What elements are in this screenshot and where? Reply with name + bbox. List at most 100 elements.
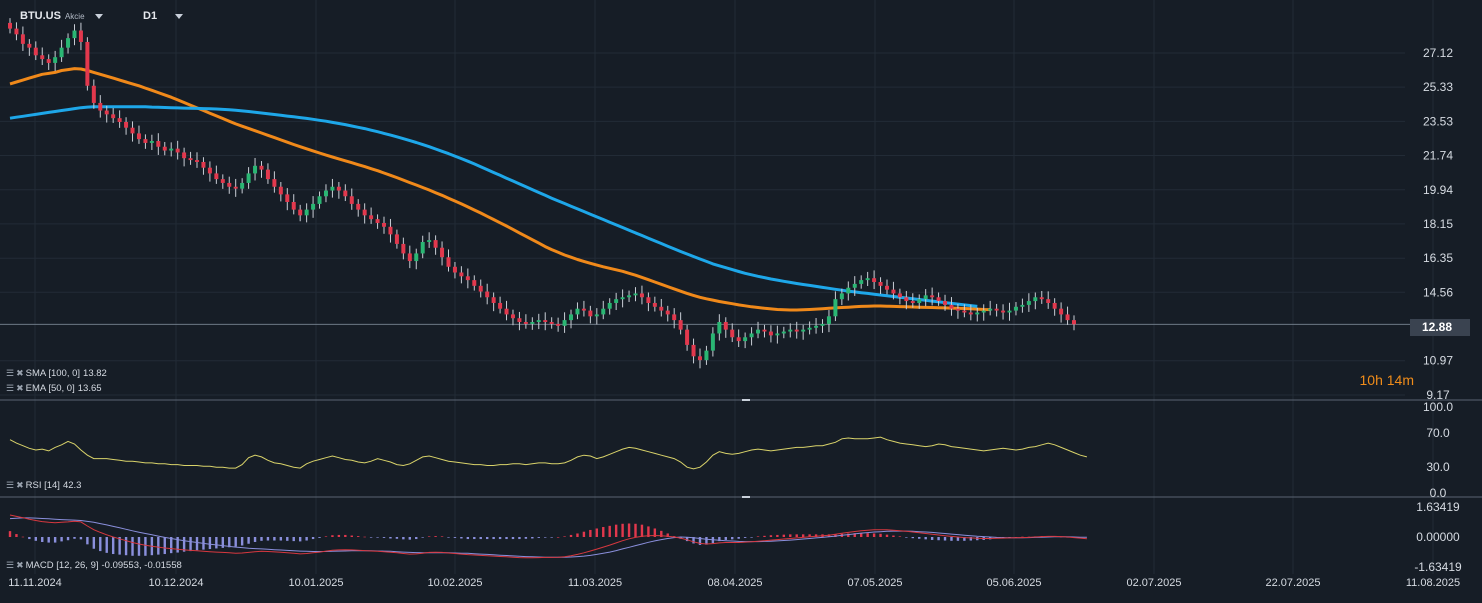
macd-histogram-bar [473,537,476,540]
candle [510,309,515,326]
symbol-selector[interactable]: BTU.US Akcie [20,10,103,22]
macd-histogram-bar [131,537,134,556]
macd-histogram-bar [595,528,599,537]
close-icon[interactable]: ✖ [16,383,23,393]
candle [575,302,580,320]
rsi-legend: ☰ ✖ RSI [14] 42.3 [6,480,81,491]
candle-body [646,297,651,303]
candle [330,178,335,198]
settings-icon[interactable]: ☰ [6,383,14,393]
macd-histogram-bar [576,533,579,537]
candle [962,304,967,318]
candle-body [362,209,367,216]
candle [298,204,303,222]
macd-histogram-bar [911,537,914,539]
macd-histogram-bar [898,536,902,538]
candle-body [736,337,741,342]
candle [917,294,922,309]
macd-histogram-bar [814,534,818,537]
close-icon[interactable]: ✖ [16,480,23,490]
candle [594,308,599,325]
settings-icon[interactable]: ☰ [6,480,14,490]
close-icon[interactable]: ✖ [16,368,23,378]
macd-histogram-bar [99,537,102,552]
macd-histogram-bar [776,534,779,537]
candle-body [717,322,722,334]
candle-body [1039,297,1044,300]
x-tick-label: 10.12.2024 [148,577,203,589]
candle-body [478,285,483,292]
macd-histogram-bar [634,523,637,537]
candle-body [910,301,915,303]
candle-body [175,148,180,153]
macd-histogram-bar [589,529,592,537]
macd-histogram-bar [402,537,405,540]
candle-body [846,287,851,294]
candle-body [311,203,316,210]
candle [685,324,690,351]
macd-histogram-bar [286,537,289,541]
candle-body [1001,310,1006,313]
macd-histogram-bar [621,523,624,537]
candle-body [891,289,896,294]
candle-body [66,38,71,48]
y-tick-label: 18.15 [1423,217,1453,231]
candle [40,47,45,66]
macd-histogram-bar [124,537,128,556]
macd-histogram-bar [698,537,702,545]
macd-histogram-bar [415,537,418,540]
candle [517,311,522,331]
macd-histogram-bar [479,537,482,540]
settings-icon[interactable]: ☰ [6,560,14,570]
candle-body [240,182,245,189]
candle [717,314,722,341]
macd-histogram-bar [344,534,347,537]
candle [291,194,296,215]
settings-icon[interactable]: ☰ [6,368,14,378]
macd-histogram-bar [350,535,353,537]
candle [530,317,535,330]
macd-histogram-bar [298,537,302,542]
candle [981,304,986,321]
candle-body [356,203,361,210]
candle [375,214,380,229]
candle-body [20,34,25,44]
macd-histogram-bar [28,537,31,540]
candle-body [807,327,812,330]
macd-histogram-bar [943,537,947,541]
candle-body [407,253,412,262]
candle-body [414,253,419,262]
candle [285,188,290,211]
macd-histogram-bar [408,537,412,540]
candle-body [814,325,819,328]
timeframe-selector[interactable]: D1 [143,10,184,22]
candle-body [607,302,612,309]
candle-body [955,308,960,311]
candle-body [510,314,515,319]
symbol-name: BTU.US [20,10,61,22]
macd-tick-label: 1.63419 [1416,500,1460,514]
candle-body [330,186,335,191]
y-tick-label: 16.35 [1423,251,1453,265]
candle [1039,290,1044,304]
chevron-down-icon [175,13,184,19]
candle [562,312,567,333]
y-tick-label: 21.74 [1423,149,1453,163]
macd-histogram-bar [724,537,727,540]
close-icon[interactable]: ✖ [16,560,23,570]
macd-histogram-bar [195,537,199,551]
candle [936,292,941,306]
candle [788,323,793,338]
macd-histogram-bar [453,537,457,538]
candle [162,141,167,156]
macd-histogram-bar [421,537,424,538]
candle [736,329,741,347]
candle-body [72,30,77,39]
macd-histogram-bar [853,533,856,537]
macd-histogram-bar [292,537,295,542]
candle [549,317,554,329]
candle [491,292,496,312]
candle [839,288,844,306]
